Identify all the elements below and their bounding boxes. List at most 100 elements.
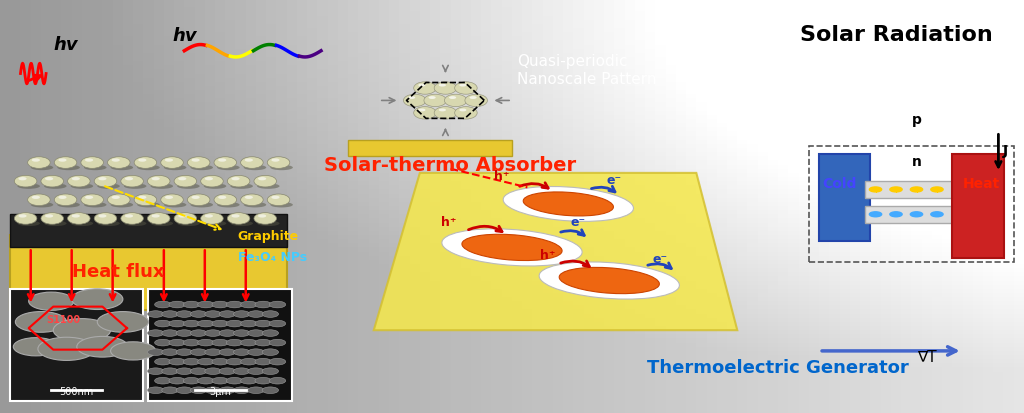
Text: Solar Radiation: Solar Radiation xyxy=(800,25,992,45)
Text: Quasi-periodic
Nanoscale Pattern: Quasi-periodic Nanoscale Pattern xyxy=(517,54,656,86)
Circle shape xyxy=(147,330,164,337)
Ellipse shape xyxy=(85,159,93,162)
FancyBboxPatch shape xyxy=(10,235,287,310)
FancyBboxPatch shape xyxy=(865,206,957,223)
Ellipse shape xyxy=(218,159,226,162)
Ellipse shape xyxy=(68,213,90,225)
Circle shape xyxy=(255,301,271,308)
Ellipse shape xyxy=(41,213,63,225)
Ellipse shape xyxy=(121,176,143,188)
Text: S1100: S1100 xyxy=(46,314,81,324)
Circle shape xyxy=(15,312,67,332)
Ellipse shape xyxy=(165,196,173,199)
Circle shape xyxy=(176,330,193,337)
Circle shape xyxy=(212,301,228,308)
Text: J: J xyxy=(1002,144,1009,158)
Ellipse shape xyxy=(137,202,160,208)
Text: 3μm: 3μm xyxy=(209,387,231,396)
Text: +: + xyxy=(913,185,920,195)
Ellipse shape xyxy=(174,176,197,188)
Ellipse shape xyxy=(161,157,183,169)
Circle shape xyxy=(262,368,279,375)
Ellipse shape xyxy=(270,202,293,208)
Ellipse shape xyxy=(177,221,200,226)
Circle shape xyxy=(942,33,1024,66)
Ellipse shape xyxy=(72,178,80,181)
Circle shape xyxy=(155,358,171,365)
Ellipse shape xyxy=(152,215,160,218)
Circle shape xyxy=(248,349,264,356)
Ellipse shape xyxy=(98,178,106,181)
Ellipse shape xyxy=(28,195,50,206)
Ellipse shape xyxy=(469,97,477,100)
Circle shape xyxy=(226,358,243,365)
Ellipse shape xyxy=(125,178,133,181)
Ellipse shape xyxy=(138,159,146,162)
Ellipse shape xyxy=(45,215,53,218)
Ellipse shape xyxy=(54,157,77,169)
Circle shape xyxy=(205,311,221,318)
Ellipse shape xyxy=(204,221,226,226)
Circle shape xyxy=(176,368,193,375)
Ellipse shape xyxy=(191,196,200,199)
Ellipse shape xyxy=(161,195,183,206)
Circle shape xyxy=(255,320,271,327)
Ellipse shape xyxy=(81,157,103,169)
Circle shape xyxy=(205,368,221,375)
Circle shape xyxy=(169,358,185,365)
Ellipse shape xyxy=(244,202,266,208)
Ellipse shape xyxy=(424,95,446,107)
FancyBboxPatch shape xyxy=(952,155,1004,258)
Ellipse shape xyxy=(54,195,77,206)
Circle shape xyxy=(53,319,111,342)
Ellipse shape xyxy=(523,192,613,216)
Ellipse shape xyxy=(32,196,40,199)
Ellipse shape xyxy=(151,184,173,190)
FancyBboxPatch shape xyxy=(819,155,870,242)
Circle shape xyxy=(248,311,264,318)
Ellipse shape xyxy=(178,178,186,181)
Polygon shape xyxy=(374,173,737,330)
Circle shape xyxy=(198,377,214,384)
Circle shape xyxy=(13,338,58,356)
Ellipse shape xyxy=(134,195,157,206)
Circle shape xyxy=(233,330,250,337)
Circle shape xyxy=(233,387,250,394)
Circle shape xyxy=(190,311,207,318)
Circle shape xyxy=(205,349,221,356)
Text: Thermoelectric Generator: Thermoelectric Generator xyxy=(647,358,909,376)
Ellipse shape xyxy=(152,178,160,181)
Ellipse shape xyxy=(227,213,250,225)
Ellipse shape xyxy=(271,196,280,199)
Circle shape xyxy=(198,358,214,365)
Ellipse shape xyxy=(441,229,583,266)
Ellipse shape xyxy=(257,184,280,190)
Ellipse shape xyxy=(111,202,133,208)
Ellipse shape xyxy=(254,213,276,225)
Circle shape xyxy=(176,387,193,394)
Circle shape xyxy=(241,377,257,384)
Ellipse shape xyxy=(112,196,120,199)
Circle shape xyxy=(169,320,185,327)
Ellipse shape xyxy=(462,235,562,261)
Ellipse shape xyxy=(201,176,223,188)
Ellipse shape xyxy=(218,196,226,199)
Circle shape xyxy=(162,330,178,337)
Ellipse shape xyxy=(231,178,240,181)
Ellipse shape xyxy=(187,157,210,169)
Ellipse shape xyxy=(258,215,266,218)
Circle shape xyxy=(155,339,171,346)
Circle shape xyxy=(205,330,221,337)
Ellipse shape xyxy=(459,84,467,88)
Ellipse shape xyxy=(98,215,106,218)
Circle shape xyxy=(255,358,271,365)
Ellipse shape xyxy=(418,84,426,88)
FancyBboxPatch shape xyxy=(148,289,292,401)
Ellipse shape xyxy=(81,195,103,206)
Ellipse shape xyxy=(444,95,467,107)
Circle shape xyxy=(219,387,236,394)
Text: h⁺: h⁺ xyxy=(540,248,556,261)
Circle shape xyxy=(655,0,1024,182)
Text: Solar-thermo Absorber: Solar-thermo Absorber xyxy=(325,156,577,175)
Ellipse shape xyxy=(455,107,477,120)
